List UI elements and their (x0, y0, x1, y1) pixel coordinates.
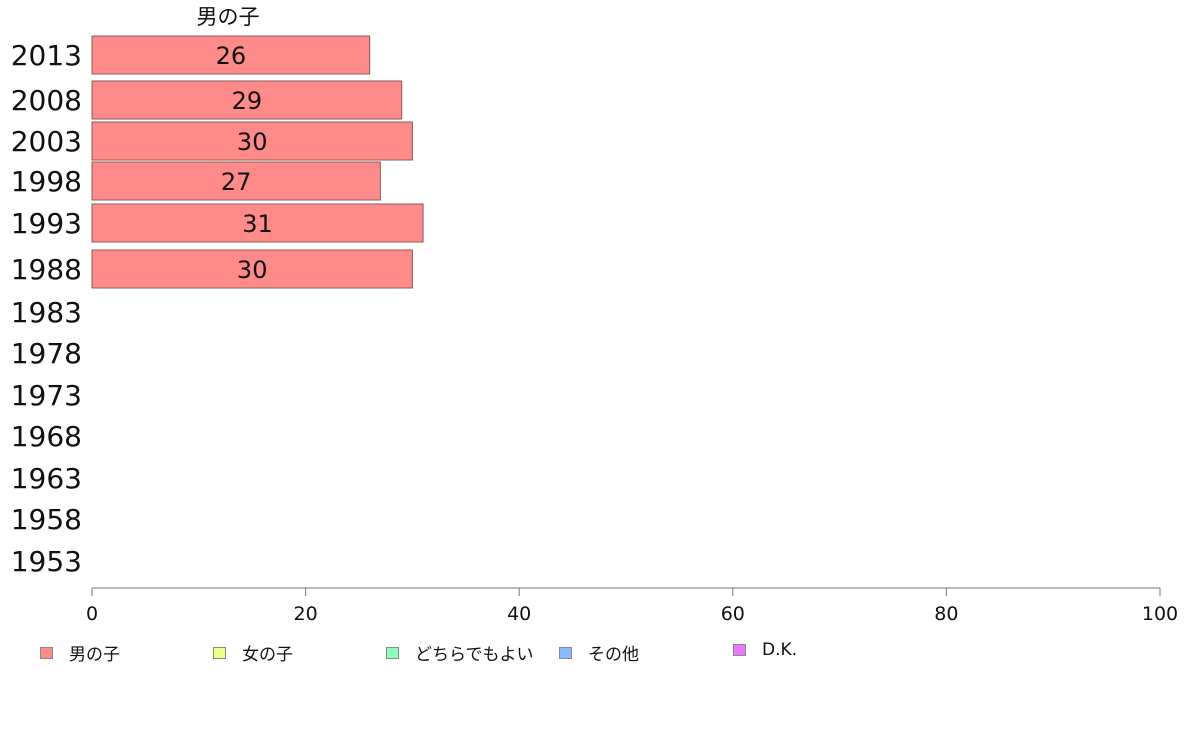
legend-item-1: 女の子 (213, 640, 293, 665)
legend-swatch-3 (559, 646, 572, 659)
x-tick-label-100: 100 (1142, 603, 1178, 625)
y-tick-label-1958: 1958 (11, 503, 82, 536)
y-tick-label-1978: 1978 (11, 337, 82, 370)
legend-swatch-2 (386, 646, 399, 659)
bar-value-label-1998: 27 (221, 168, 252, 196)
bar-1998 (91, 161, 381, 201)
x-tick-label-80: 80 (934, 603, 958, 625)
y-axis-labels: 2013 2008 2003 1998 1993 1988 1983 1978 1973 1968… (11, 39, 82, 578)
y-tick-label-1963: 1963 (11, 462, 82, 495)
y-tick-label-2008: 2008 (11, 84, 82, 117)
bar-value-label-1988: 30 (237, 256, 268, 284)
y-tick-label-1953: 1953 (11, 545, 82, 578)
legend-label-0: 男の子 (69, 645, 120, 665)
bar-chart: 男の子 26 29 30 27 31 30 2013 2008 2003 1998 1993 198… (11, 5, 1178, 625)
x-tick-label-40: 40 (507, 603, 531, 625)
bars-group: 26 29 30 27 31 30 (91, 35, 424, 289)
legend-label-3: その他 (588, 645, 639, 665)
series-label: 男の子 (197, 5, 260, 29)
y-tick-label-2003: 2003 (11, 125, 82, 158)
y-tick-label-1993: 1993 (11, 207, 82, 240)
bar-value-label-2008: 29 (232, 87, 263, 115)
legend-swatch-1 (213, 646, 226, 659)
legend-item-4: D.K. (733, 640, 797, 660)
legend-item-3: その他 (559, 640, 639, 665)
x-tick-label-0: 0 (86, 603, 98, 625)
bar-value-label-2013: 26 (216, 42, 247, 70)
legend-swatch-0 (40, 646, 53, 659)
legend-label-1: 女の子 (242, 645, 293, 665)
bar-value-label-2003: 30 (237, 128, 268, 156)
y-tick-label-1998: 1998 (11, 165, 82, 198)
bar-2003 (91, 121, 413, 161)
bar-1988 (91, 249, 413, 289)
y-tick-label-1988: 1988 (11, 253, 82, 286)
bar-1993 (91, 203, 424, 243)
legend-label-4: D.K. (762, 640, 798, 660)
x-axis: 0 20 40 60 80 100 (86, 587, 1178, 625)
bar-2008 (91, 80, 403, 120)
legend-item-2: どちらでもよい (386, 640, 534, 665)
bar-value-label-1993: 31 (242, 210, 273, 238)
y-tick-label-2013: 2013 (11, 39, 82, 72)
y-tick-label-1968: 1968 (11, 420, 82, 453)
legend-swatch-4 (733, 644, 746, 656)
y-tick-label-1983: 1983 (11, 296, 82, 329)
legend-item-0: 男の子 (40, 640, 120, 665)
legend-label-2: どちらでもよい (415, 645, 534, 665)
x-tick-label-60: 60 (721, 603, 745, 625)
bar-2013 (91, 35, 371, 75)
x-tick-label-20: 20 (294, 603, 318, 625)
y-tick-label-1973: 1973 (11, 379, 82, 412)
legend: 男の子 女の子 どちらでもよい その他 D.K. (40, 640, 1140, 665)
